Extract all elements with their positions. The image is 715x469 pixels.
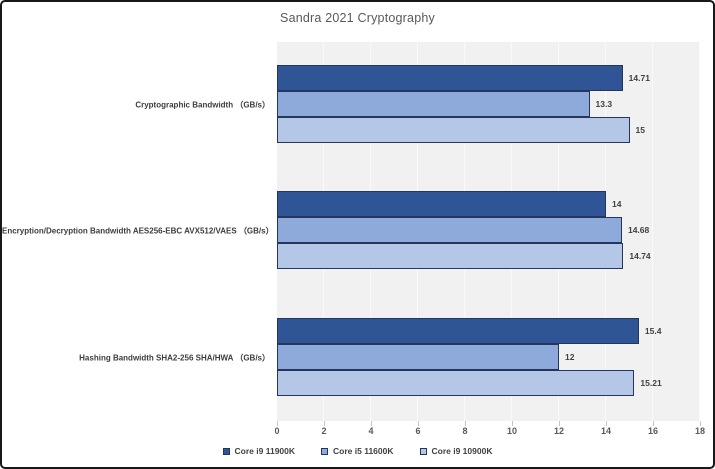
axis-tick bbox=[465, 421, 466, 426]
category-label: Cryptographic Bandwidth （GB/s） bbox=[135, 100, 270, 110]
legend-item: Core i9 10900K bbox=[419, 446, 493, 456]
bar-value-label: 12 bbox=[565, 351, 575, 362]
plot-area: 14.71 14 15.4 13.3 14.68 12 15 14.74 15.21 bbox=[277, 42, 700, 421]
category-label: Hashing Bandwidth SHA2-256 SHA/HWA （GB/s… bbox=[79, 353, 270, 363]
x-tick-label: 4 bbox=[368, 426, 374, 436]
bar-value-label: 14.71 bbox=[628, 73, 650, 83]
x-tick-label: 16 bbox=[647, 426, 658, 436]
axis-tick bbox=[653, 421, 654, 426]
axis-tick bbox=[559, 421, 560, 426]
legend-label: Core i9 11900K bbox=[234, 446, 296, 456]
x-tick-label: 10 bbox=[506, 426, 517, 436]
legend-item: Core i9 11900K bbox=[222, 446, 296, 456]
axis-tick bbox=[512, 421, 513, 426]
x-tick-label: 0 bbox=[274, 426, 280, 436]
legend-label: Core i5 11600K bbox=[333, 446, 394, 456]
bar bbox=[277, 191, 606, 218]
bar bbox=[277, 217, 622, 244]
chart-title: Sandra 2021 Cryptography bbox=[280, 11, 435, 25]
x-tick-label: 12 bbox=[553, 426, 564, 436]
bar-value-label: 14.74 bbox=[629, 251, 651, 262]
bar bbox=[277, 317, 639, 344]
bar-value-label: 15 bbox=[635, 125, 645, 135]
x-tick-label: 14 bbox=[600, 426, 611, 436]
axis-tick bbox=[277, 421, 278, 426]
gridline bbox=[699, 42, 700, 421]
axis-tick bbox=[371, 421, 372, 426]
bar bbox=[277, 65, 623, 91]
bar bbox=[277, 117, 630, 143]
legend-swatch bbox=[222, 447, 230, 455]
legend: Core i9 11900K Core i5 11600K Core i9 1090… bbox=[2, 446, 713, 456]
category-label: Encryption/Decryption Bandwidth AES256-E… bbox=[2, 226, 274, 236]
axis-tick bbox=[418, 421, 419, 426]
legend-swatch bbox=[321, 447, 329, 455]
bar bbox=[277, 369, 635, 396]
axis-tick bbox=[700, 421, 701, 426]
legend-label: Core i9 10900K bbox=[431, 446, 493, 456]
x-tick-label: 2 bbox=[321, 426, 327, 436]
x-tick-label: 6 bbox=[415, 426, 421, 436]
bar-value-label: 14.68 bbox=[627, 225, 650, 236]
x-tick-label: 8 bbox=[462, 426, 468, 436]
legend-item: Core i5 11600K bbox=[321, 446, 394, 456]
bar-value-label: 15.4 bbox=[644, 325, 662, 336]
legend-swatch bbox=[419, 447, 427, 455]
bar bbox=[277, 343, 559, 370]
bar-value-label: 14 bbox=[612, 199, 622, 210]
gridline bbox=[652, 42, 653, 421]
bar-value-label: 13.3 bbox=[595, 99, 613, 109]
axis-tick bbox=[324, 421, 325, 426]
axis-tick bbox=[606, 421, 607, 426]
bar bbox=[277, 243, 624, 270]
bar bbox=[277, 91, 590, 117]
bar-value-label: 15.21 bbox=[640, 377, 662, 388]
x-tick-label: 18 bbox=[694, 426, 705, 436]
